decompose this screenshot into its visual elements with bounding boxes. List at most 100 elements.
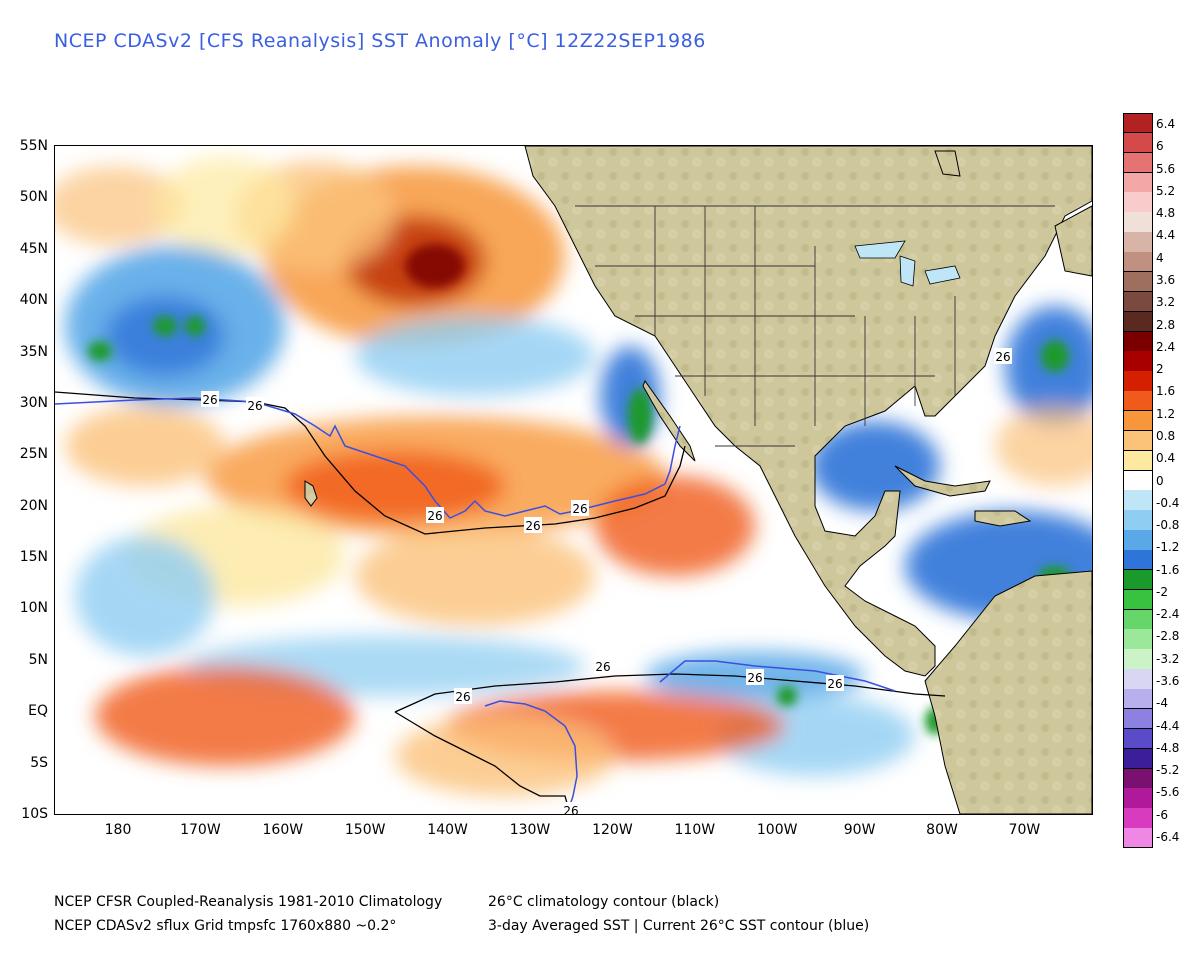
colorbar-swatch: [1123, 311, 1153, 332]
colorbar-swatch: [1123, 252, 1153, 273]
colorbar-tick-label: -3.6: [1156, 674, 1180, 689]
colorbar-tick-label: 3.6: [1156, 272, 1176, 287]
latitude-label: 50N: [19, 189, 48, 206]
colorbar-tick-label: -4: [1156, 696, 1168, 711]
colorbar-swatch: [1123, 152, 1153, 174]
colorbar-swatch: [1123, 271, 1153, 293]
colorbar-swatch: [1123, 589, 1153, 611]
latitude-label: 35N: [19, 343, 48, 360]
colorbar-tick-label: -5.2: [1156, 763, 1180, 778]
footer-line1-right: 26°C climatology contour (black): [488, 894, 720, 910]
sst-anomaly-map: 26 26 26 26 26 26 26 26 26 26 26: [54, 145, 1093, 815]
latitude-label: 45N: [19, 240, 48, 257]
colorbar-swatch: [1123, 669, 1153, 690]
colorbar-swatch: [1123, 391, 1153, 412]
colorbar-swatch: [1123, 689, 1153, 710]
colorbar-tick-label: -2.8: [1156, 629, 1180, 644]
colorbar-swatch: [1123, 788, 1153, 809]
lakes: [854, 240, 961, 287]
longitude-label: 120W: [592, 822, 633, 838]
latitude-label: 20N: [19, 497, 48, 514]
colorbar-swatch: [1123, 708, 1153, 730]
colorbar-tick-label: -2.4: [1156, 607, 1180, 622]
colorbar-swatch: [1123, 530, 1153, 551]
colorbar-tick-label: 0.4: [1156, 451, 1176, 466]
colorbar-swatch: [1123, 569, 1153, 591]
colorbar-swatch: [1123, 728, 1153, 750]
longitude-label: 100W: [756, 822, 798, 838]
colorbar-swatch: [1123, 490, 1153, 511]
contour-labels: 26 26 26 26 26 26 26 26 26 26 26: [201, 348, 1012, 814]
colorbar-swatch: [1123, 291, 1153, 313]
longitude-label: 140W: [427, 822, 468, 838]
colorbar-swatch: [1123, 232, 1153, 253]
colorbar-tick-label: -0.8: [1156, 518, 1180, 533]
latitude-label: 5N: [28, 651, 48, 668]
longitude-label: 180: [104, 822, 132, 838]
svg-text:26: 26: [247, 399, 262, 413]
current-contour-blue: [55, 397, 896, 814]
colorbar-tick-label: -2: [1156, 584, 1168, 599]
colorbar-tick-label: 2: [1156, 362, 1164, 377]
longitude-label: 110W: [674, 822, 716, 838]
colorbar-swatch: [1123, 808, 1153, 829]
latitude-label: 10S: [21, 806, 48, 822]
colorbar-tick-label: -6: [1156, 807, 1168, 822]
latitude-label: 5S: [30, 754, 48, 771]
colorbar-swatch: [1123, 351, 1153, 372]
latitude-label: 55N: [19, 138, 48, 154]
colorbar-swatch: [1123, 331, 1153, 352]
colorbar-tick-label: 4.8: [1156, 206, 1176, 221]
latitude-label: 40N: [19, 292, 48, 309]
longitude-label: 130W: [509, 822, 551, 838]
footer-line2-right: 3-day Averaged SST | Current 26°C SST co…: [488, 918, 870, 934]
state-boundaries: [575, 205, 1055, 447]
colorbar-swatch: [1123, 629, 1153, 650]
svg-text:26: 26: [747, 671, 762, 685]
latitude-label: EQ: [28, 703, 48, 720]
colorbar-tick-label: 5.2: [1156, 183, 1176, 198]
latitude-label: 30N: [19, 394, 48, 411]
colorbar-tick-label: -3.2: [1156, 651, 1180, 666]
longitude-label: 90W: [843, 822, 876, 838]
colorbar-tick-label: 6: [1156, 139, 1164, 154]
colorbar-swatch: [1123, 172, 1153, 193]
svg-text:26: 26: [995, 350, 1010, 364]
colorbar-tick-label: 0: [1156, 473, 1164, 488]
colorbar-tick-label: 4: [1156, 250, 1164, 265]
latitude-label: 15N: [19, 549, 48, 566]
longitude-label: 80W: [926, 822, 958, 838]
colorbar-tick-label: -1.2: [1156, 540, 1180, 555]
colorbar-tick-label: 0.8: [1156, 428, 1176, 443]
svg-text:26: 26: [455, 690, 470, 704]
longitude-label: 160W: [262, 822, 304, 838]
colorbar-swatch: [1123, 410, 1153, 432]
map-title: NCEP CDASv2 [CFS Reanalysis] SST Anomaly…: [54, 30, 706, 52]
colorbar: [1123, 113, 1153, 849]
colorbar-tick-label: -4.4: [1156, 718, 1180, 733]
svg-text:26: 26: [572, 502, 587, 516]
colorbar-swatch: [1123, 609, 1153, 630]
footer-line2-left: NCEP CDASv2 sflux Grid tmpsfc 1760x880 ~…: [54, 918, 397, 934]
colorbar-tick-label: 1.6: [1156, 384, 1176, 399]
colorbar-tick-label: 6.4: [1156, 117, 1176, 131]
colorbar-swatch: [1123, 212, 1153, 233]
colorbar-swatch: [1123, 768, 1153, 789]
colorbar-swatch: [1123, 649, 1153, 670]
colorbar-swatch: [1123, 371, 1153, 392]
longitude-label: 150W: [344, 822, 386, 838]
colorbar-swatch: [1123, 132, 1153, 154]
colorbar-tick-label: -1.6: [1156, 562, 1180, 577]
colorbar-swatch: [1123, 430, 1153, 452]
colorbar-tick-label: 1.2: [1156, 406, 1176, 421]
svg-text:26: 26: [595, 660, 610, 674]
svg-text:26: 26: [427, 509, 442, 523]
map-canvas: 26 26 26 26 26 26 26 26 26 26 26: [55, 146, 1092, 814]
svg-text:26: 26: [827, 677, 842, 691]
colorbar-swatch: [1123, 192, 1153, 213]
svg-text:26: 26: [525, 519, 540, 533]
colorbar-tick-label: 3.2: [1156, 295, 1176, 310]
colorbar-swatch: [1123, 510, 1153, 531]
colorbar-tick-label: -5.6: [1156, 785, 1180, 800]
longitude-label: 170W: [180, 822, 221, 838]
